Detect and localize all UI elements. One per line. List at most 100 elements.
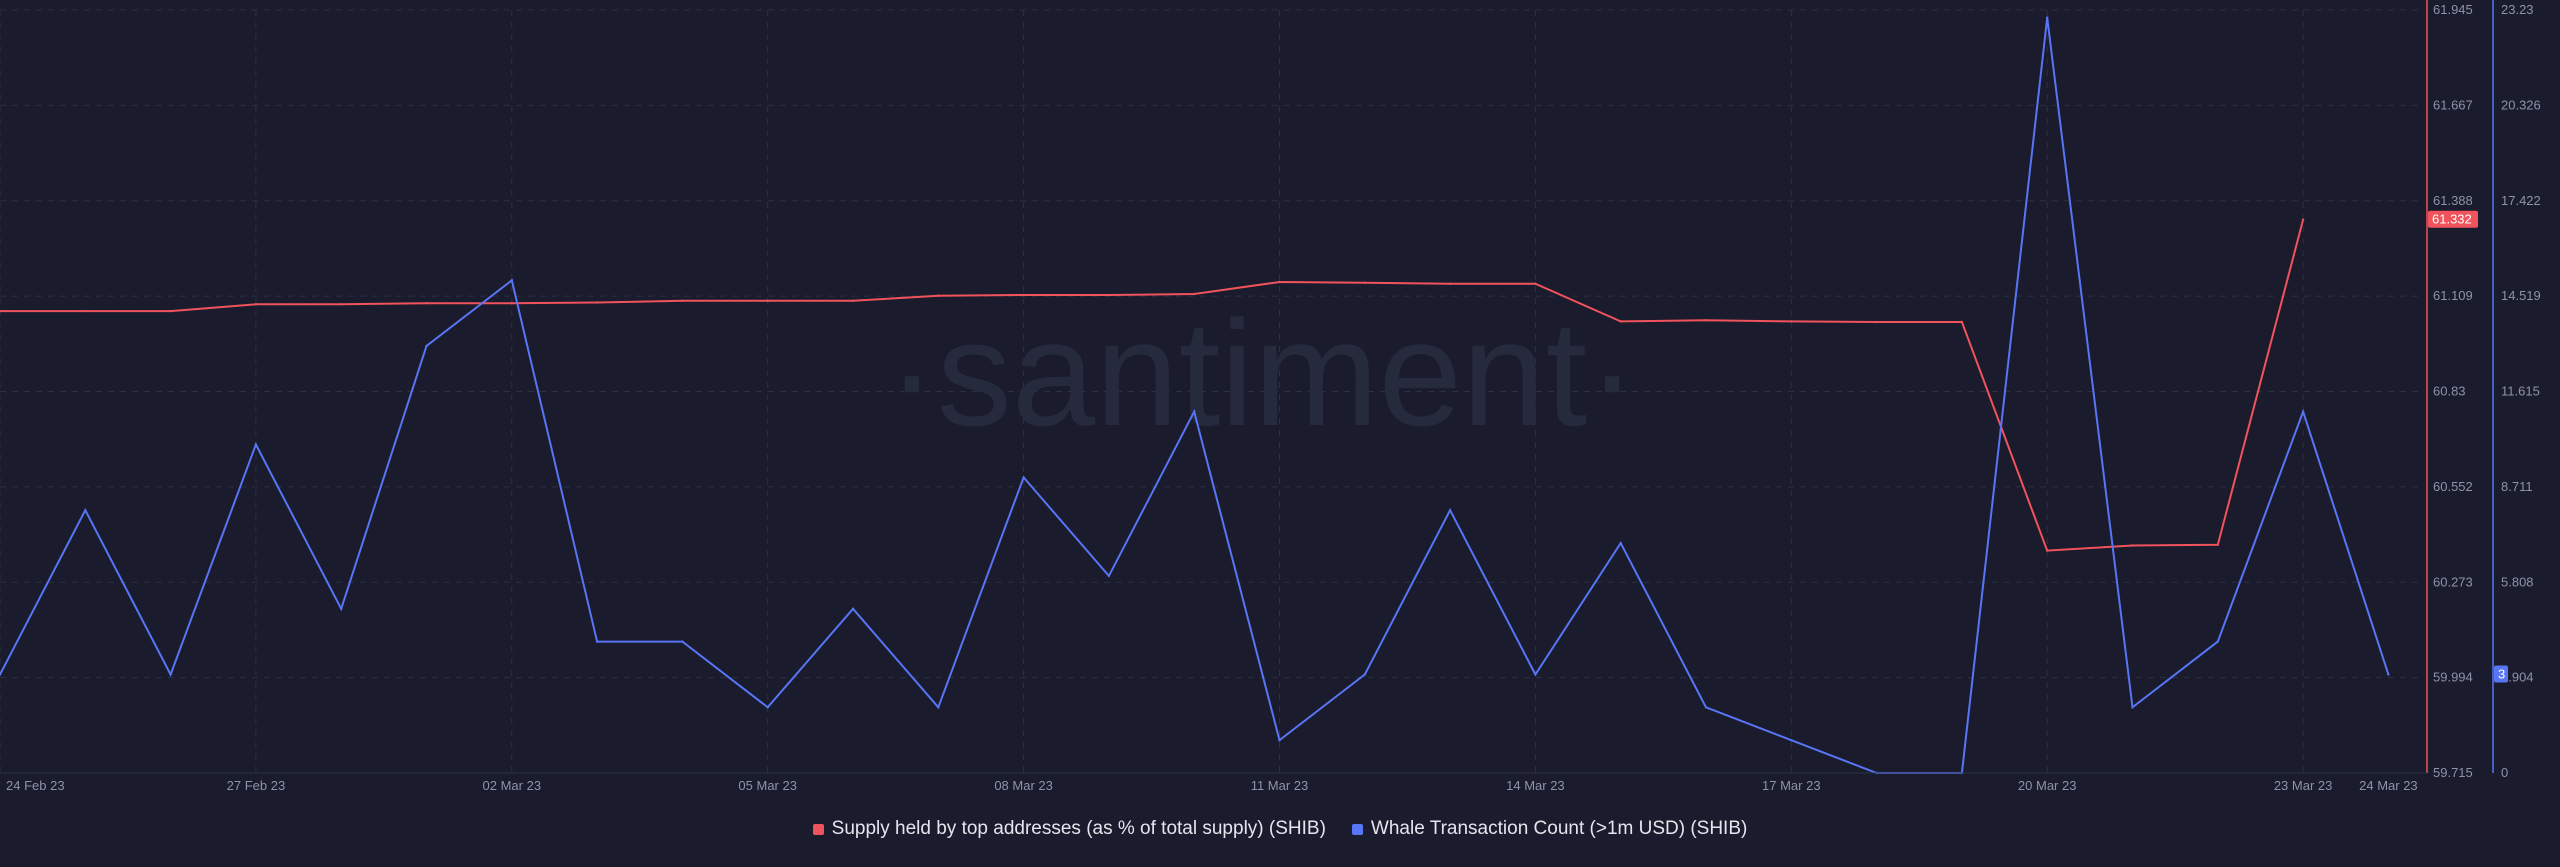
santiment-watermark: ·santiment·: [887, 289, 1637, 457]
x-tick-label: 11 Mar 23: [1251, 778, 1309, 793]
supply-point: [1448, 282, 1452, 285]
supply-point: [1534, 282, 1537, 285]
y-left-tick-label: 61.109: [2433, 288, 2473, 303]
x-tick-label: 14 Mar 23: [1506, 778, 1565, 793]
y-right-tick-label: 5.808: [2501, 574, 2534, 589]
y-left-tick-label: 60.273: [2433, 574, 2473, 589]
supply-point: [1704, 319, 1708, 322]
supply-point: [2301, 218, 2305, 221]
supply-point: [595, 301, 599, 304]
supply-point: [0, 309, 2, 313]
whale-point: [681, 640, 684, 643]
supply-point: [510, 302, 513, 305]
supply-point: [2216, 543, 2219, 546]
whale-point: [510, 279, 513, 282]
supply-point: [1363, 281, 1367, 284]
x-tick-label: 02 Mar 23: [483, 778, 542, 793]
supply-point: [84, 309, 87, 313]
whale-point: [2216, 640, 2219, 643]
supply-point: [1790, 320, 1793, 323]
supply-point: [1875, 320, 1878, 324]
supply-point: [1107, 293, 1111, 297]
whale-point: [1193, 410, 1196, 413]
supply-line: [0, 219, 2305, 552]
whale-point: [595, 640, 599, 643]
x-tick-label: 17 Mar 23: [1762, 778, 1821, 793]
supply-point: [2046, 549, 2049, 552]
whale-point: [1534, 673, 1537, 676]
series-lines: [0, 16, 2390, 775]
legend-swatch-whale: [1351, 823, 1363, 835]
legend-item-supply[interactable]: Supply held by top addresses (as % of to…: [812, 818, 1326, 840]
legend-swatch-supply: [812, 823, 824, 835]
axes: 61.945 23.23 61.667 20.326 61.388 17.422 61.10…: [0, 0, 2541, 793]
whale-point: [1278, 739, 1281, 742]
x-tick-label: 27 Feb 23: [227, 778, 286, 793]
whale-last-value-badge: [2494, 665, 2508, 683]
supply-point: [169, 309, 172, 313]
whale-point: [1619, 541, 1622, 545]
whale-point: [2046, 16, 2049, 19]
supply-point: [2131, 544, 2134, 547]
y-right-tick-label: 8.711: [2501, 479, 2533, 494]
supply-point: [425, 302, 428, 305]
supply-point: [1193, 292, 1196, 296]
whale-point: [766, 706, 769, 709]
supply-point: [681, 299, 684, 302]
supply-point: [766, 299, 769, 302]
x-tick-label: 08 Mar 23: [994, 778, 1053, 793]
whale-last-value-label: 3: [2498, 666, 2505, 681]
y-left-tick-label: 60.552: [2433, 479, 2473, 494]
legend-label-whale: Whale Transaction Count (>1m USD) (SHIB): [1370, 818, 1748, 839]
y-right-tick-label: 11.615: [2501, 384, 2540, 399]
x-tick-label: 05 Mar 23: [738, 778, 797, 793]
whale-point: [2387, 673, 2390, 676]
whale-point: [425, 344, 428, 348]
whale-point: [169, 673, 172, 676]
y-left-tick-label: 60.83: [2433, 384, 2466, 399]
y-left-tick-label: 61.667: [2433, 97, 2473, 112]
whale-point: [1363, 673, 1367, 676]
x-tick-label: 24 Feb 23: [6, 778, 65, 793]
whale-point: [1022, 476, 1025, 479]
x-tick-label: 20 Mar 23: [2018, 778, 2077, 793]
y-left-tick-label: 61.945: [2433, 2, 2473, 17]
whale-point: [0, 673, 2, 676]
whale-point: [84, 509, 87, 512]
supply-point: [851, 299, 855, 302]
x-tick-label: 23 Mar 23: [2274, 778, 2333, 793]
y-right-tick-label: 17.422: [2501, 193, 2541, 208]
x-tick-label: 24 Mar 23: [2359, 778, 2418, 793]
whale-point: [340, 607, 343, 610]
supply-point: [1022, 293, 1025, 297]
whale-point: [937, 706, 940, 709]
y-right-tick-label: 20.326: [2501, 97, 2541, 112]
supply-point: [340, 303, 343, 306]
whale-point: [254, 443, 258, 446]
supply-point: [1960, 320, 1964, 324]
y-left-tick-label: 61.388: [2433, 193, 2473, 208]
y-left-tick-label: 59.715: [2433, 765, 2473, 780]
supply-last-value-badge: [2428, 210, 2478, 228]
y-left-tick-label: 59.994: [2433, 670, 2473, 685]
legend-label-supply: Supply held by top addresses (as % of to…: [831, 818, 1326, 839]
legend: Supply held by top addresses (as % of to…: [0, 818, 2560, 840]
supply-last-value-label: 61.332: [2432, 212, 2472, 227]
whale-point: [2301, 410, 2305, 413]
supply-point: [1278, 280, 1281, 284]
supply-point: [937, 294, 940, 297]
whale-point: [1448, 509, 1452, 512]
whale-point: [1704, 706, 1708, 709]
y-right-tick-label: 2.904: [2501, 670, 2534, 685]
supply-point: [1619, 320, 1622, 323]
supply-point: [254, 303, 258, 306]
y-right-tick-label: 0: [2501, 765, 2508, 780]
whale-point: [1107, 574, 1111, 578]
whale-point: [1790, 739, 1793, 742]
whale-point: [2131, 706, 2134, 709]
y-right-tick-label: 14.519: [2501, 288, 2541, 303]
y-right-tick-label: 23.23: [2501, 2, 2534, 17]
whale-point: [851, 607, 855, 610]
legend-item-whale[interactable]: Whale Transaction Count (>1m USD) (SHIB): [1351, 818, 1748, 840]
